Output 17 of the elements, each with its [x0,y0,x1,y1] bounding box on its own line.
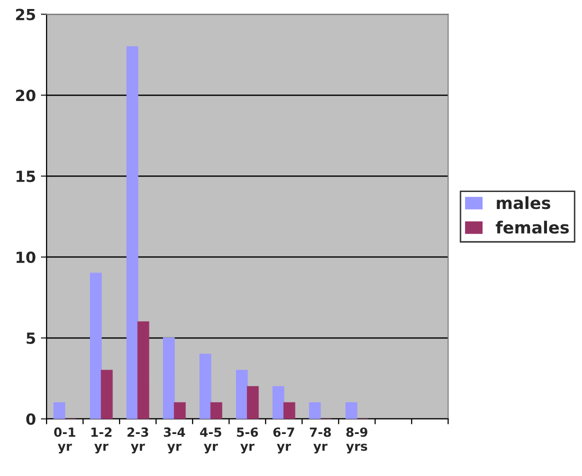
x-tick-label: 6-7 yr [273,427,294,454]
y-tick-label: 25 [16,8,36,20]
legend-label: females [496,220,569,234]
x-tick-label: 5-6 yr [237,427,258,454]
y-tick-label: 10 [16,252,36,264]
legend-label: males [496,196,550,210]
y-tick-label: 5 [26,332,36,344]
y-tick-label: 15 [16,170,36,182]
x-tick-label: 0-1 yr [54,427,76,454]
y-tick-label: 20 [16,90,36,102]
x-tick-label: 8-9 yrs [346,427,368,454]
x-tick-label: 1-2 yr [91,427,112,454]
x-tick-label: 2-3 yr [128,427,148,454]
x-tick-label: 4-5 yr [200,428,222,454]
x-tick-label: 3-4 yr [164,427,186,454]
y-tick-label: 0 [26,413,36,425]
x-tick-label: 7-8 yr [310,427,331,454]
